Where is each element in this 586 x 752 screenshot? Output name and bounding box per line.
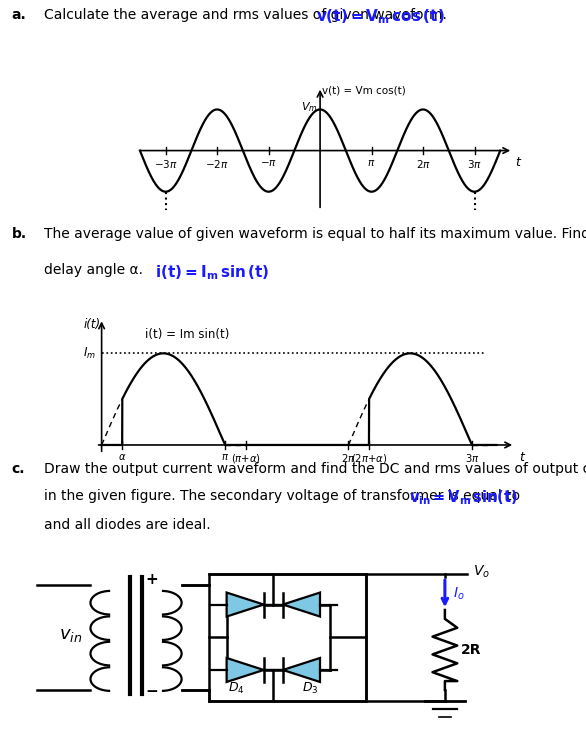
Text: −: − — [145, 684, 158, 699]
Text: b.: b. — [12, 227, 27, 241]
Text: $V_m$: $V_m$ — [301, 101, 318, 114]
Text: Draw the output current waveform and find the DC and rms values of output curren: Draw the output current waveform and fin… — [44, 462, 586, 475]
Text: $\mathbf{v_{in}{=}V_m\,sin(t)}$: $\mathbf{v_{in}{=}V_m\,sin(t)}$ — [409, 489, 518, 508]
Text: $3\pi$: $3\pi$ — [465, 452, 479, 464]
Text: $I_m$: $I_m$ — [83, 346, 96, 361]
Text: $t$: $t$ — [515, 156, 522, 168]
Text: $2\pi$: $2\pi$ — [341, 452, 356, 464]
Text: delay angle α.: delay angle α. — [44, 263, 143, 277]
Text: $\mathbf{v(t) = V_m\,cos\,(t)}$: $\mathbf{v(t) = V_m\,cos\,(t)}$ — [316, 8, 445, 26]
Text: v(t) = Vm cos(t): v(t) = Vm cos(t) — [322, 86, 406, 96]
Text: $\alpha$: $\alpha$ — [118, 452, 127, 462]
Text: $V_o$: $V_o$ — [473, 564, 490, 580]
Text: $\boldsymbol{v_{in}}$: $\boldsymbol{v_{in}}$ — [59, 626, 83, 644]
Text: $D_4$: $D_4$ — [229, 681, 245, 696]
Text: $-2\pi$: $-2\pi$ — [205, 158, 229, 170]
Text: $\pi$: $\pi$ — [221, 452, 229, 462]
Text: a.: a. — [12, 8, 26, 22]
Text: $3\pi$: $3\pi$ — [467, 158, 482, 170]
Text: +: + — [145, 572, 158, 587]
Text: $-3\pi$: $-3\pi$ — [154, 158, 178, 170]
Text: $\pi$: $\pi$ — [367, 158, 376, 168]
Text: $\mathbf{i(t) = I_m\,sin\,(t)}$: $\mathbf{i(t) = I_m\,sin\,(t)}$ — [155, 263, 270, 282]
Polygon shape — [227, 593, 264, 617]
Text: $-\pi$: $-\pi$ — [260, 158, 277, 168]
Polygon shape — [283, 593, 320, 617]
Text: i(t): i(t) — [83, 319, 100, 332]
Text: The average value of given waveform is equal to half its maximum value. Find the: The average value of given waveform is e… — [44, 227, 586, 241]
Text: 2R: 2R — [461, 643, 481, 657]
Polygon shape — [227, 658, 264, 682]
Text: $D_3$: $D_3$ — [302, 681, 318, 696]
Text: c.: c. — [12, 462, 25, 475]
Text: t: t — [519, 451, 524, 465]
Text: $I_o$: $I_o$ — [454, 586, 465, 602]
Polygon shape — [283, 658, 320, 682]
Text: i(t) = Im sin(t): i(t) = Im sin(t) — [145, 328, 229, 341]
Text: Calculate the average and rms values of given waveform.: Calculate the average and rms values of … — [44, 8, 447, 22]
Text: and all diodes are ideal.: and all diodes are ideal. — [44, 517, 210, 532]
Text: $(2\pi{+}\alpha)$: $(2\pi{+}\alpha)$ — [351, 452, 387, 465]
Text: in the given figure. The secondary voltage of transformer is equal to: in the given figure. The secondary volta… — [44, 489, 520, 503]
Text: $2\pi$: $2\pi$ — [415, 158, 431, 170]
Text: $(\pi{+}\alpha)$: $(\pi{+}\alpha)$ — [231, 452, 261, 465]
Bar — [209, 574, 366, 701]
